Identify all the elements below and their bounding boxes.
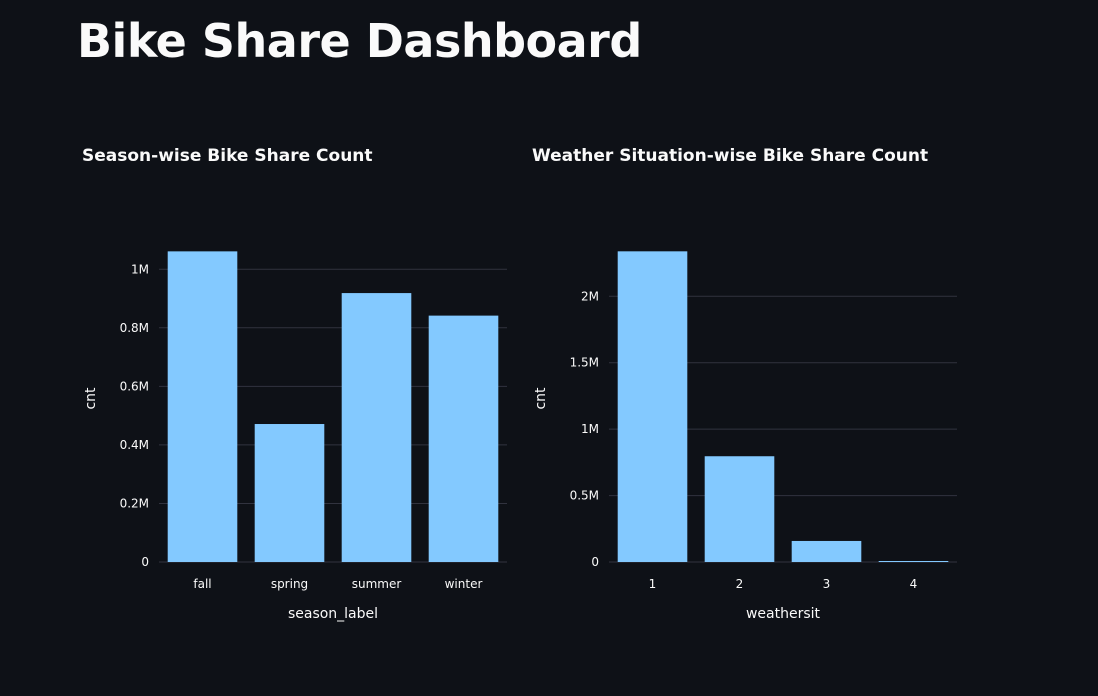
season-ytick-label: 0.4M bbox=[120, 438, 149, 452]
season-x-axis-title: season_label bbox=[288, 606, 378, 622]
season-ytick-label: 0.8M bbox=[120, 321, 149, 335]
weather-ytick-label: 2M bbox=[581, 289, 599, 303]
season-bar-winter[interactable] bbox=[428, 315, 499, 562]
weather-ytick-label: 1M bbox=[581, 422, 599, 436]
weather-bar-1[interactable] bbox=[617, 251, 688, 562]
season-chart-panel: Season-wise Bike Share Count 0 0.2M 0.4M 0.… bbox=[77, 140, 527, 640]
season-bar-spring[interactable] bbox=[254, 424, 325, 562]
weather-chart-title: Weather Situation-wise Bike Share Count bbox=[532, 146, 929, 166]
weather-bar-2[interactable] bbox=[704, 456, 775, 562]
season-xtick-label: fall bbox=[193, 577, 211, 591]
season-ytick-label: 0.6M bbox=[120, 379, 149, 393]
weather-ytick-label: 0 bbox=[591, 555, 599, 569]
weather-xtick-label: 2 bbox=[736, 577, 744, 591]
season-xtick-label: spring bbox=[271, 577, 308, 591]
page-title: Bike Share Dashboard bbox=[77, 14, 642, 68]
weather-chart-svg: 0 0.5M 1M 1.5M 2M 1 2 3 4 weathersit cnt bbox=[533, 251, 957, 622]
season-chart-title: Season-wise Bike Share Count bbox=[82, 146, 373, 166]
season-xtick-label: winter bbox=[445, 577, 483, 591]
season-y-axis-title: cnt bbox=[83, 387, 99, 410]
weather-bar-3[interactable] bbox=[791, 540, 862, 562]
season-ytick-label: 0.2M bbox=[120, 496, 149, 510]
season-bar-fall[interactable] bbox=[167, 251, 238, 562]
weather-xtick-label: 1 bbox=[649, 577, 657, 591]
weather-ytick-label: 1.5M bbox=[570, 356, 599, 370]
weather-x-axis-title: weathersit bbox=[746, 606, 821, 622]
weather-xtick-label: 3 bbox=[823, 577, 831, 591]
season-ytick-label: 1M bbox=[131, 262, 149, 276]
weather-xtick-label: 4 bbox=[910, 577, 918, 591]
season-bar-summer[interactable] bbox=[341, 293, 412, 562]
season-chart-svg: 0 0.2M 0.4M 0.6M 0.8M 1M fall spring summer winte… bbox=[83, 251, 507, 622]
weather-y-axis-title: cnt bbox=[533, 387, 549, 410]
season-ytick-label: 0 bbox=[141, 555, 149, 569]
season-xtick-label: summer bbox=[352, 577, 402, 591]
weather-bar-4[interactable] bbox=[878, 561, 949, 562]
weather-chart-panel: Weather Situation-wise Bike Share Count … bbox=[527, 140, 977, 640]
weather-ytick-label: 0.5M bbox=[570, 489, 599, 503]
